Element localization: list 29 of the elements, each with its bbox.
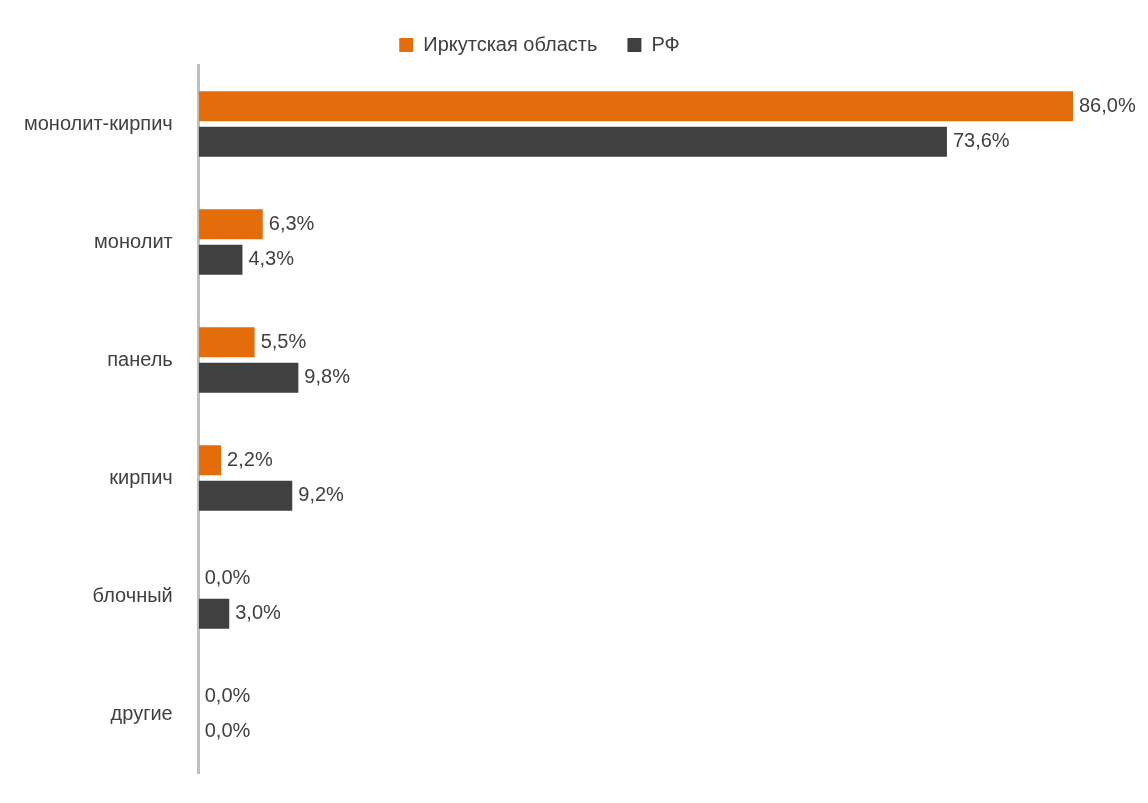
bar bbox=[198, 91, 1073, 122]
data-label: 3,0% bbox=[235, 601, 282, 624]
y-tick-label: блочный bbox=[92, 583, 173, 606]
legend-label: РФ bbox=[651, 32, 680, 55]
data-label: 0,0% bbox=[204, 719, 251, 742]
data-label: 4,3% bbox=[248, 247, 295, 270]
y-tick-label: панель bbox=[107, 347, 173, 370]
data-label: 86,0% bbox=[1079, 93, 1136, 116]
y-tick-label: монолит-кирпич bbox=[24, 111, 173, 134]
data-label: 2,2% bbox=[227, 447, 273, 470]
data-label: 0,0% bbox=[204, 683, 251, 706]
data-label: 6,3% bbox=[268, 211, 315, 234]
bar bbox=[198, 244, 243, 275]
y-tick-label: другие bbox=[110, 701, 173, 724]
bar bbox=[198, 445, 222, 476]
bar bbox=[198, 598, 230, 629]
bar bbox=[198, 209, 263, 240]
bar bbox=[198, 362, 299, 393]
bar bbox=[198, 327, 255, 358]
data-label: 5,5% bbox=[260, 329, 307, 352]
y-tick-label: монолит bbox=[94, 229, 173, 252]
y-tick-label: кирпич bbox=[109, 465, 173, 488]
bar bbox=[198, 480, 293, 511]
legend-label: Иркутская область bbox=[423, 32, 598, 55]
data-label: 0,0% bbox=[204, 565, 251, 588]
data-label: 73,6% bbox=[952, 129, 1010, 152]
data-label: 9,2% bbox=[298, 483, 345, 506]
bar bbox=[198, 126, 947, 157]
data-label: 9,8% bbox=[304, 365, 351, 388]
